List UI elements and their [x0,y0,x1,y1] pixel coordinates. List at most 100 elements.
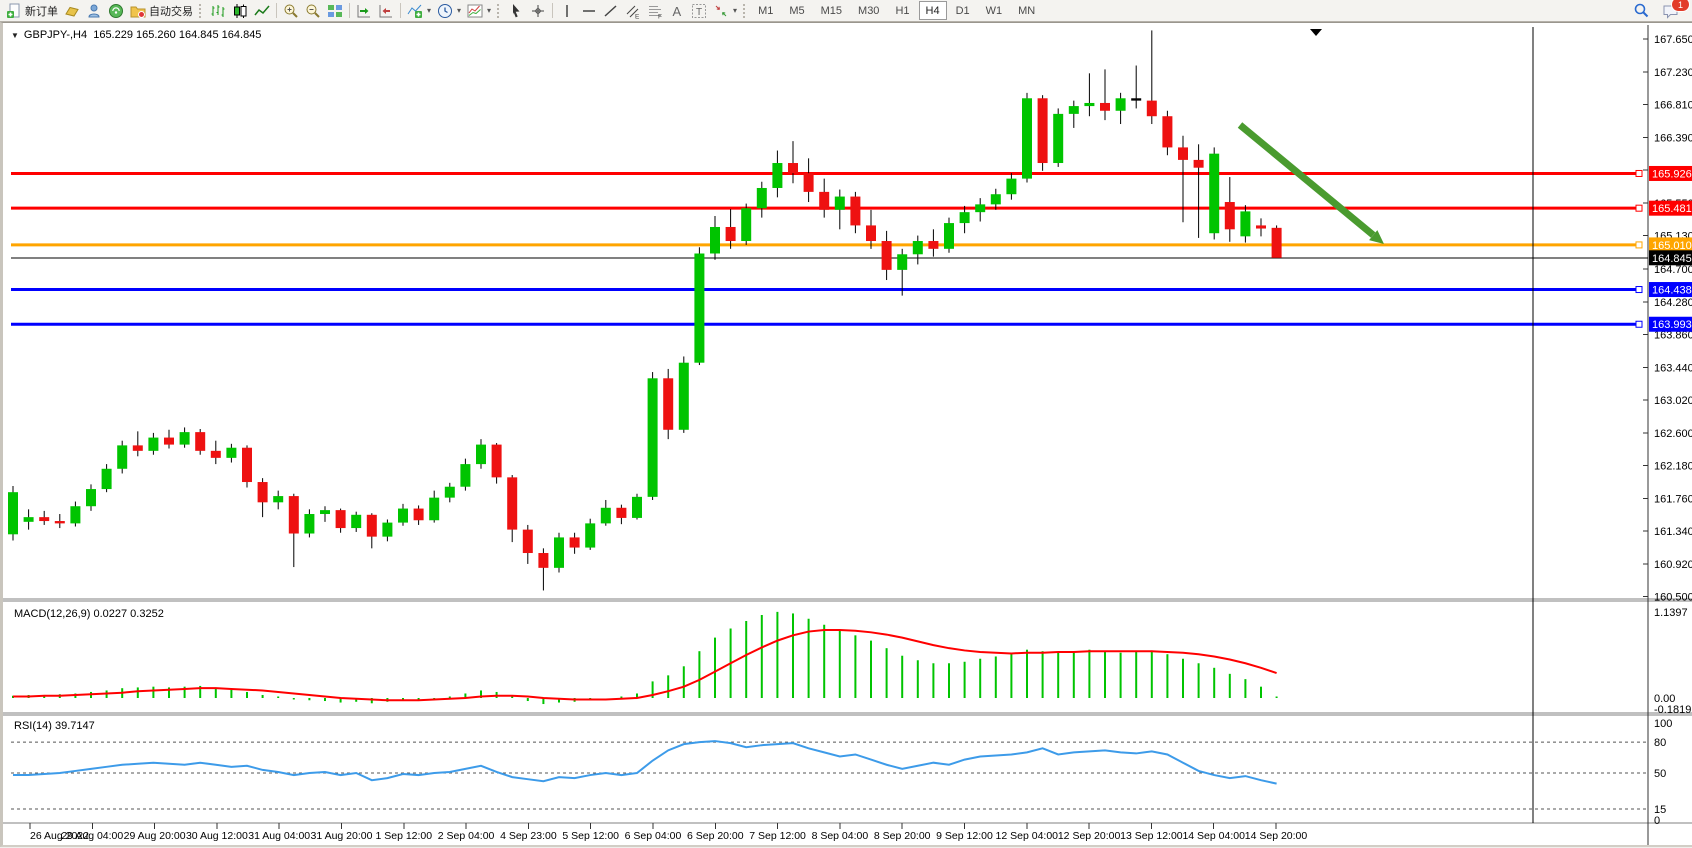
svg-text:4 Sep 23:00: 4 Sep 23:00 [500,830,557,842]
chart-window[interactable]: 167.650167.230166.810166.390165.970165.5… [0,22,1692,847]
timeframe-button-M30[interactable]: M30 [858,4,880,17]
svg-text:T: T [696,7,702,18]
text-label-tool-button[interactable]: T [688,1,710,20]
candle [117,445,128,469]
vertical-line-tool-button[interactable] [556,1,578,20]
crosshair-tool-button[interactable] [527,1,549,20]
line-chart-icon [254,5,270,15]
auto-trading-button[interactable]: 自动交易 [127,1,196,20]
templates-button[interactable]: ▾ [464,1,494,20]
auto-trading-icon [130,6,146,18]
zoom-out-button[interactable] [302,1,324,20]
price-label-165.926[interactable] [1649,165,1692,181]
timeframe-button-M1[interactable]: M1 [758,4,774,17]
macd-pane[interactable]: 1.1397 0.00-0.1819 [12,607,1691,716]
candle [413,508,424,521]
notifications-button[interactable]: 1 [1659,0,1690,20]
candle [164,437,174,445]
channel-tool-button[interactable]: E [622,1,644,20]
toolbar-grip[interactable] [199,3,204,18]
timeframe-button-W1[interactable]: W1 [985,4,1003,17]
timeframe-button-M5[interactable]: M5 [789,4,805,17]
candle [772,163,783,188]
trendline-tool-button[interactable] [600,1,622,20]
chart-shift-button[interactable] [375,1,397,20]
timeframe-button-M15[interactable]: M15 [820,4,843,17]
toolbar-grip[interactable] [497,3,502,18]
candle [288,496,299,534]
chart-shift-icon [379,4,392,17]
toolbar-grip[interactable] [743,3,748,18]
cursor-tool-button[interactable] [505,1,527,20]
svg-text:163.440: 163.440 [1654,362,1692,374]
vertical-line-icon [566,4,568,17]
svg-text:6 Sep 04:00: 6 Sep 04:00 [625,830,682,842]
pane-separators[interactable] [3,598,1692,824]
market-watch-button[interactable] [61,1,83,20]
candle [990,194,1001,205]
candle [1068,106,1079,114]
rsi-pane[interactable]: 100 80 50 150 [13,718,1672,827]
timeframe-button-D1[interactable]: D1 [955,4,970,17]
price-label-164.438[interactable] [1649,282,1692,298]
svg-text:29 Aug 20:00: 29 Aug 20:00 [124,830,186,842]
indicators-dropdown-caret[interactable]: ▾ [427,6,432,15]
fibonacci-tool-button[interactable]: F [644,1,666,20]
tile-windows-button[interactable] [324,1,346,20]
candle [881,241,892,270]
svg-text:162.180: 162.180 [1654,461,1692,473]
candle [70,506,81,524]
svg-text:161.760: 161.760 [1654,493,1692,505]
arrows-dropdown-caret[interactable]: ▾ [733,6,738,15]
price-label-165.010[interactable] [1649,237,1692,253]
price-line-labels[interactable]: 165.926 165.481 165.010 164.438 163.993 164.8… [1649,165,1692,332]
crosshair-icon [532,4,545,17]
signals-button[interactable] [105,1,127,20]
trend-arrow-annotation[interactable] [1237,122,1384,244]
new-order-button[interactable]: 新订单 [3,1,61,20]
price-label-163.993[interactable] [1649,316,1692,332]
svg-text:5 Sep 12:00: 5 Sep 12:00 [562,830,619,842]
toolbar-right-group: 1 [1630,0,1690,20]
periods-dropdown-caret[interactable]: ▾ [457,6,462,15]
candle [1224,202,1235,230]
timeframe-button-H1[interactable]: H1 [895,4,910,17]
bar-chart-mode-button[interactable] [207,1,229,20]
indicators-button[interactable]: ▾ [404,1,434,20]
candle [320,510,330,515]
candle [273,496,284,503]
accounts-button[interactable] [83,1,105,20]
horizontal-price-lines[interactable] [11,169,1643,328]
arrows-tool-button[interactable]: ▾ [710,1,740,20]
timeframe-button-MN[interactable]: MN [1018,4,1036,17]
candle [1115,98,1126,111]
horizontal-line-tool-button[interactable] [578,1,600,20]
candle [242,447,252,483]
indicators-icon [407,4,422,18]
chart-shift-marker[interactable] [1310,29,1322,36]
auto-scroll-button[interactable] [353,1,375,20]
candle [507,477,518,530]
price-label-165.481[interactable] [1649,200,1692,216]
periods-button[interactable]: ▾ [434,1,464,20]
candle [928,241,939,249]
text-tool-button[interactable]: A [666,1,688,20]
candle [850,196,861,226]
chart-canvas[interactable]: 167.650167.230166.810166.390165.970165.5… [3,23,1692,848]
price-axis[interactable]: 167.650167.230166.810166.390165.970165.5… [1643,25,1692,845]
svg-text:160.500: 160.500 [1654,592,1692,604]
svg-text:-0.1819: -0.1819 [1654,704,1691,716]
line-chart-mode-button[interactable] [251,1,273,20]
zoom-in-button[interactable] [280,1,302,20]
clock-icon [438,3,453,18]
candle [304,514,315,534]
candlestick-mode-button[interactable] [229,1,251,20]
toolbar-separator [349,3,350,18]
candle [616,507,627,518]
templates-dropdown-caret[interactable]: ▾ [487,6,492,15]
search-button[interactable] [1630,1,1653,20]
candlesticks [8,30,1282,591]
svg-text:30 Aug 12:00: 30 Aug 12:00 [186,830,248,842]
timeframe-button-H4[interactable]: H4 [918,1,947,20]
